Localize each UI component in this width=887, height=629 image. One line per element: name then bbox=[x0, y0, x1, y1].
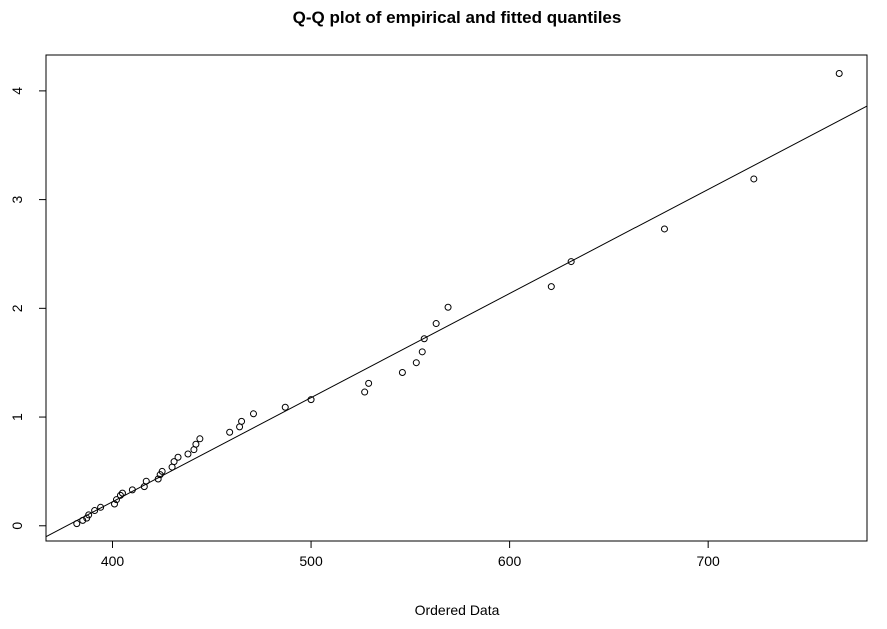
data-point bbox=[547, 283, 555, 291]
data-points bbox=[73, 69, 843, 528]
data-point bbox=[128, 486, 136, 494]
data-point bbox=[226, 428, 234, 436]
data-point bbox=[158, 467, 166, 475]
data-point bbox=[412, 359, 420, 367]
data-point bbox=[361, 388, 369, 396]
data-point bbox=[110, 500, 118, 508]
data-point bbox=[79, 516, 87, 524]
data-point bbox=[238, 417, 246, 425]
data-point bbox=[307, 396, 315, 404]
data-point bbox=[192, 440, 200, 448]
data-point bbox=[365, 379, 373, 387]
data-point bbox=[174, 453, 182, 461]
data-point bbox=[91, 507, 99, 515]
data-point bbox=[170, 458, 178, 466]
data-point bbox=[112, 496, 120, 504]
data-point bbox=[750, 175, 758, 183]
x-tick-label: 600 bbox=[498, 553, 522, 569]
data-point bbox=[249, 410, 257, 418]
data-point bbox=[398, 368, 406, 376]
data-point bbox=[420, 335, 428, 343]
data-point bbox=[835, 69, 843, 77]
data-point bbox=[73, 520, 81, 528]
data-point bbox=[184, 450, 192, 458]
y-axis: 0 1 2 3 4 bbox=[9, 87, 47, 530]
x-tick-label: 500 bbox=[299, 553, 323, 569]
y-tick-label: 4 bbox=[9, 87, 25, 95]
y-tick-label: 2 bbox=[9, 304, 25, 312]
chart-title: Q-Q plot of empirical and fitted quantil… bbox=[293, 8, 622, 27]
data-point bbox=[567, 258, 575, 266]
x-axis: 400 500 600 700 bbox=[101, 540, 720, 569]
reference-line bbox=[46, 105, 867, 538]
x-tick-label: 700 bbox=[696, 553, 720, 569]
data-point bbox=[118, 489, 126, 497]
y-tick-label: 3 bbox=[9, 196, 25, 204]
data-point bbox=[432, 320, 440, 328]
x-tick-label: 400 bbox=[101, 553, 125, 569]
data-point bbox=[85, 511, 93, 519]
data-point bbox=[116, 491, 124, 499]
data-point bbox=[660, 225, 668, 233]
y-tick-label: 0 bbox=[9, 522, 25, 530]
data-point bbox=[154, 475, 162, 483]
data-point bbox=[444, 303, 452, 311]
data-point bbox=[97, 503, 105, 511]
data-point bbox=[418, 348, 426, 356]
data-point bbox=[281, 403, 289, 411]
y-tick-label: 1 bbox=[9, 413, 25, 421]
data-point bbox=[196, 435, 204, 443]
data-point bbox=[142, 477, 150, 485]
x-axis-label: Ordered Data bbox=[415, 602, 500, 618]
